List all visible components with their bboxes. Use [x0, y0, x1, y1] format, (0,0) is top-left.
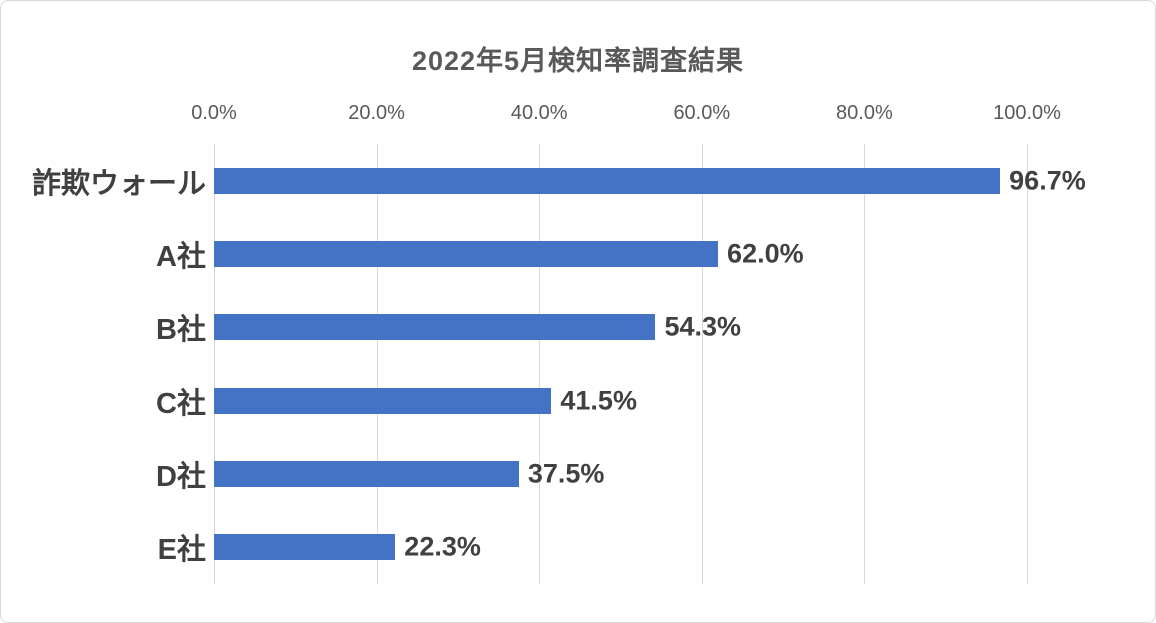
bar-row: E社 22.3% [158, 511, 1027, 584]
category-label: 詐欺ウォール [31, 167, 206, 200]
value-label: 22.3% [404, 531, 481, 562]
value-label: 96.7% [1009, 165, 1086, 196]
bar [214, 167, 1001, 194]
x-axis-tick-label: 80.0% [836, 102, 893, 124]
gridline [539, 144, 541, 584]
bar [214, 460, 519, 487]
category-label: D社 [156, 460, 206, 493]
gridline [1027, 144, 1028, 584]
gridline [864, 144, 866, 584]
bar [214, 534, 396, 561]
x-axis-tick-label: 0.0% [191, 102, 237, 124]
x-axis-tick-label: 20.0% [348, 102, 405, 124]
value-label: 54.3% [664, 311, 742, 342]
value-label: 41.5% [560, 385, 637, 416]
value-label: 37.5% [527, 458, 605, 489]
x-axis-tick-label: 40.0% [510, 102, 568, 124]
plot-area: 詐欺ウォール 96.7% A社 62.0% B社 54.3% C社 41.5% D社 37.5% E… [32, 144, 1086, 584]
bar-row: 詐欺ウォール 96.7% [32, 144, 1086, 217]
value-label: 62.0% [727, 238, 804, 269]
category-label: A社 [156, 240, 206, 273]
gridline [701, 144, 703, 584]
bar [214, 387, 552, 414]
category-label: B社 [156, 314, 206, 347]
bar-row: C社 41.5% [156, 364, 1027, 437]
bar-row: B社 54.3% [156, 291, 1027, 364]
x-axis-tick-label: 100.0% [993, 102, 1061, 124]
bar [214, 240, 719, 267]
bar-row: D社 37.5% [156, 437, 1027, 510]
chart-title: 2022年5月検知率調査結果 [411, 46, 745, 76]
bar-row: A社 62.0% [156, 217, 1027, 290]
x-axis-tick-label: 60.0% [673, 102, 731, 124]
bar [214, 314, 656, 341]
x-axis: 0.0% 20.0% 40.0% 60.0% 80.0% 100.0% [191, 102, 1061, 126]
category-label: C社 [156, 387, 206, 420]
gridline [376, 144, 378, 584]
gridline [214, 144, 215, 584]
category-label: E社 [157, 534, 206, 567]
